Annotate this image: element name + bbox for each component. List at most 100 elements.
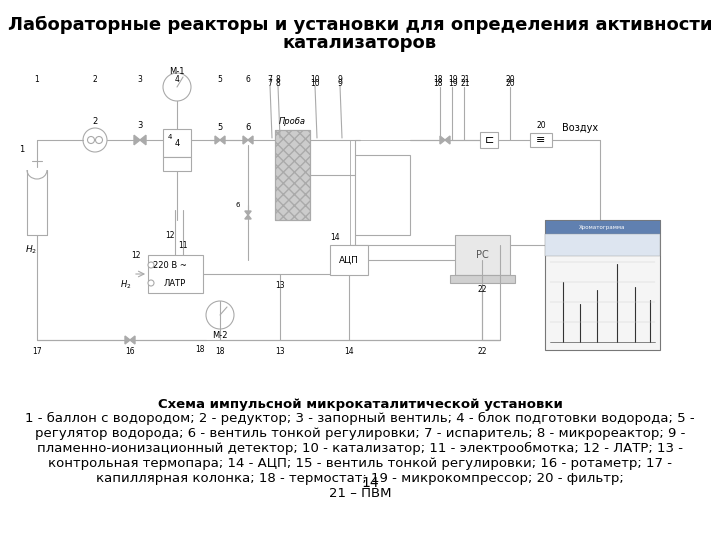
Bar [163, 157, 191, 171]
Text: 18: 18 [195, 346, 204, 354]
Text: $H_2$: $H_2$ [25, 244, 37, 256]
Text: 5: 5 [217, 76, 222, 84]
Text: 6: 6 [246, 124, 251, 132]
Text: 3: 3 [138, 122, 143, 131]
Text: 9: 9 [338, 76, 343, 84]
Polygon shape [125, 336, 130, 344]
Text: 12: 12 [166, 231, 175, 240]
Text: капиллярная колонка; 18 - термостат; 19 - микрокомпрессор; 20 - фильтр;: капиллярная колонка; 18 - термостат; 19 … [96, 472, 624, 485]
Polygon shape [245, 211, 251, 215]
Bar [275, 130, 310, 220]
Text: 6: 6 [235, 202, 240, 208]
Polygon shape [220, 136, 225, 144]
Text: 17: 17 [32, 348, 42, 356]
Text: 3: 3 [138, 76, 143, 84]
Polygon shape [245, 215, 251, 219]
Text: 13: 13 [275, 348, 285, 356]
Polygon shape [248, 136, 253, 144]
Text: 7: 7 [268, 76, 272, 84]
Text: 16: 16 [125, 348, 135, 356]
Text: М-2: М-2 [212, 330, 228, 340]
Text: М-1: М-1 [169, 66, 185, 76]
Text: ЛАТР: ЛАТР [164, 279, 186, 287]
Text: 8: 8 [276, 76, 280, 84]
Text: 20: 20 [505, 76, 515, 84]
Text: 10: 10 [310, 78, 320, 87]
Bar [480, 132, 498, 148]
Text: Воздух: Воздух [562, 123, 598, 133]
Text: пламенно-ионизационный детектор; 10 - катализатор; 11 - электрообмотка; 12 - ЛАТ: пламенно-ионизационный детектор; 10 - ка… [37, 442, 683, 455]
Text: 220 В ~: 220 В ~ [153, 260, 187, 269]
Text: 4: 4 [174, 76, 179, 84]
Text: 14: 14 [361, 476, 379, 490]
Polygon shape [130, 336, 135, 344]
Text: 22: 22 [477, 348, 487, 356]
Text: 20: 20 [536, 122, 546, 131]
Text: ≡: ≡ [536, 135, 546, 145]
Text: 2: 2 [92, 118, 98, 126]
Polygon shape [440, 136, 445, 144]
Text: 19: 19 [448, 78, 458, 87]
Text: 12: 12 [131, 251, 140, 260]
Bar [330, 245, 368, 275]
Polygon shape [140, 135, 146, 145]
Circle shape [148, 262, 154, 268]
Text: Лабораторные реакторы и установки для определения активности: Лабораторные реакторы и установки для оп… [8, 16, 712, 34]
Circle shape [83, 128, 107, 152]
Text: 21 – ПВМ: 21 – ПВМ [329, 487, 391, 500]
Bar [163, 129, 191, 157]
Text: 1: 1 [19, 145, 24, 154]
Text: 11: 11 [179, 240, 188, 249]
Circle shape [148, 280, 154, 286]
Bar [148, 255, 203, 293]
Bar [350, 140, 600, 245]
Circle shape [88, 137, 94, 144]
Text: PC: PC [476, 250, 488, 260]
Text: 21: 21 [460, 78, 469, 87]
Text: 20: 20 [505, 78, 515, 87]
Text: 4: 4 [168, 134, 172, 140]
Text: 4: 4 [174, 138, 179, 147]
Text: 5: 5 [217, 124, 222, 132]
Text: 13: 13 [275, 280, 285, 289]
Text: катализаторов: катализаторов [283, 34, 437, 52]
Text: контрольная термопара; 14 - АЦП; 15 - вентиль тонкой регулировки; 16 - ротаметр;: контрольная термопара; 14 - АЦП; 15 - ве… [48, 457, 672, 470]
Text: 18: 18 [215, 348, 225, 356]
Polygon shape [215, 136, 220, 144]
Bar [545, 220, 660, 234]
Polygon shape [134, 135, 140, 145]
Bar [450, 275, 515, 283]
Text: 1: 1 [35, 76, 40, 84]
Bar [455, 235, 510, 275]
Text: 14: 14 [344, 348, 354, 356]
Text: 9: 9 [338, 78, 343, 87]
Text: 19: 19 [448, 76, 458, 84]
Text: 2: 2 [93, 76, 97, 84]
Bar [355, 155, 410, 235]
Circle shape [163, 73, 191, 101]
Text: ⊏: ⊏ [485, 135, 494, 145]
Text: 18: 18 [433, 78, 443, 87]
Text: 14: 14 [330, 233, 340, 241]
Text: регулятор водорода; 6 - вентиль тонкой регулировки; 7 - испаритель; 8 - микрореа: регулятор водорода; 6 - вентиль тонкой р… [35, 427, 685, 440]
Text: 21: 21 [460, 76, 469, 84]
Text: 8: 8 [276, 78, 280, 87]
Text: Проба: Проба [279, 118, 305, 126]
Bar [275, 130, 310, 220]
Text: 18: 18 [433, 76, 443, 84]
Text: 10: 10 [310, 76, 320, 84]
Circle shape [206, 301, 234, 329]
Text: 6: 6 [246, 76, 251, 84]
Bar [545, 234, 660, 256]
Polygon shape [445, 136, 450, 144]
Text: $H_2$: $H_2$ [120, 279, 132, 291]
Text: 22: 22 [477, 286, 487, 294]
Text: Схема импульсной микрокаталитической установки: Схема импульсной микрокаталитической уст… [158, 398, 562, 411]
Bar [545, 220, 660, 350]
Bar [530, 133, 552, 147]
Polygon shape [243, 136, 248, 144]
Text: 1 - баллон с водородом; 2 - редуктор; 3 - запорный вентиль; 4 - блок подготовки : 1 - баллон с водородом; 2 - редуктор; 3 … [25, 412, 695, 425]
Text: Хроматограмма: Хроматограмма [579, 225, 625, 230]
Circle shape [96, 137, 102, 144]
Text: АЦП: АЦП [339, 255, 359, 265]
